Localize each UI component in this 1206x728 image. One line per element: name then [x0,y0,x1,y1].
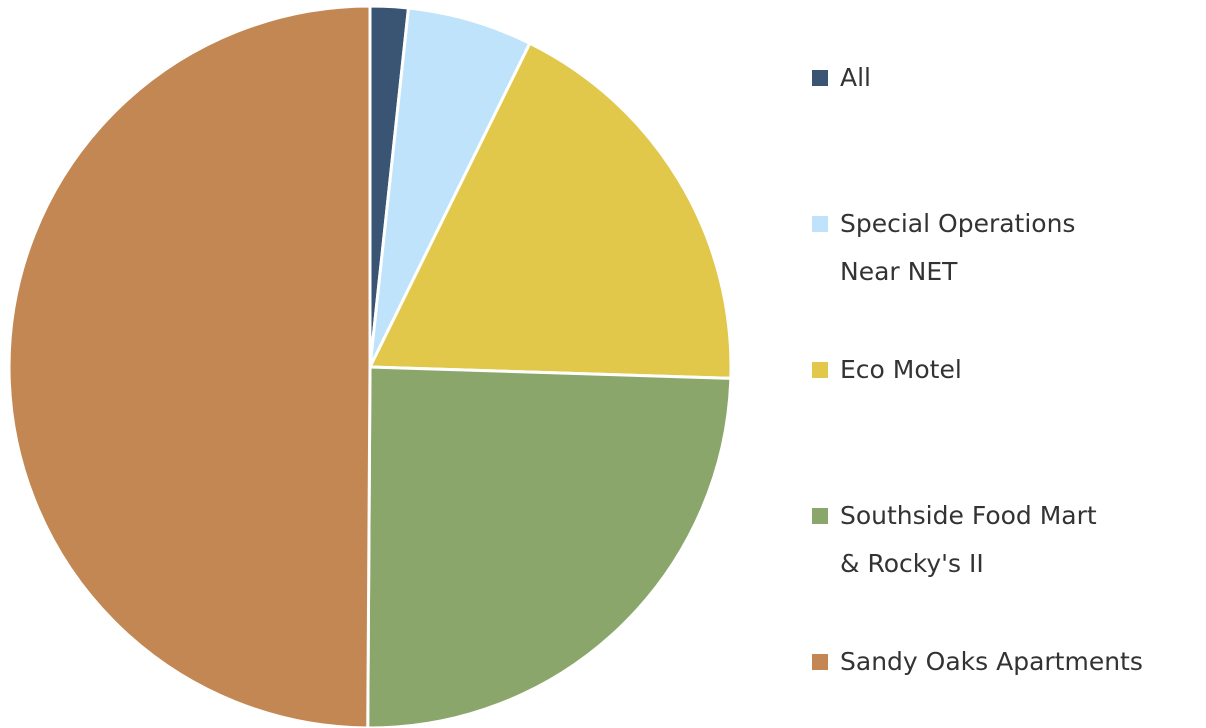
legend-item: All [812,54,1110,102]
pie-slice [366,365,733,728]
pie-slice [367,41,733,380]
pie-slice [368,6,532,368]
legend-label: All [840,63,871,92]
legend-item: Eco Motel [812,346,1110,394]
legend-swatch [812,70,828,86]
legend-label: Special Operations Near NET [840,209,1076,286]
legend-label: Sandy Oaks Apartments [840,647,1143,676]
legend-swatch [812,216,828,232]
legend-swatch [812,654,828,670]
legend-swatch [812,508,828,524]
legend-label: Southside Food Mart & Rocky's II [840,501,1097,578]
legend-item: Special Operations Near NET [812,200,1110,296]
legend-item: Southside Food Mart & Rocky's II [812,492,1110,588]
pie-slice [7,4,372,728]
legend-item: Sandy Oaks Apartments [812,638,1190,686]
legend-label: Eco Motel [840,355,962,384]
legend-swatch [812,362,828,378]
